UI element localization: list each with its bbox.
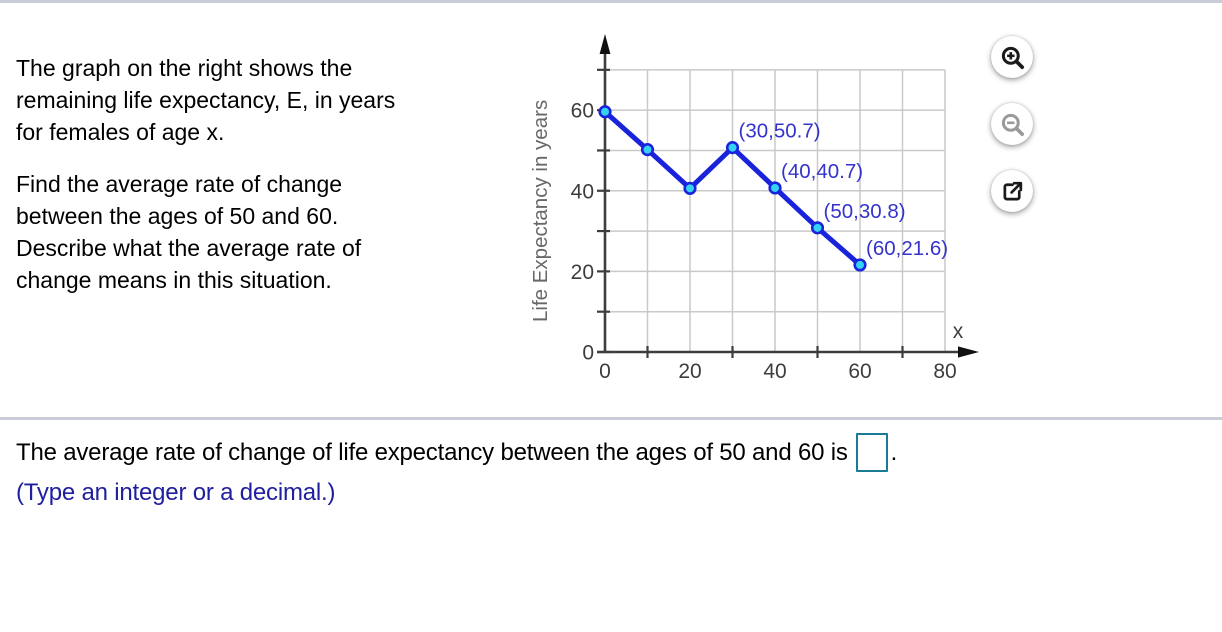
data-point-label: (40,40.7) xyxy=(781,160,863,183)
data-point-marker xyxy=(853,258,867,272)
y-axis-label: Life Expectancy in years xyxy=(530,100,552,322)
data-point-label: (60,21.6) xyxy=(866,237,948,260)
data-point-marker xyxy=(683,181,697,195)
zoom-out-button[interactable] xyxy=(991,103,1033,145)
x-tick-label: 20 xyxy=(678,360,701,383)
problem-paragraph-1: The graph on the right shows the remainin… xyxy=(16,52,486,148)
answer-statement: The average rate of change of life expec… xyxy=(16,438,848,466)
answer-section: The average rate of change of life expec… xyxy=(16,433,897,507)
problem-text-line: Describe what the average rate of xyxy=(16,235,362,261)
data-point-marker xyxy=(768,181,782,195)
y-tick-label: 0 xyxy=(582,342,594,365)
y-tick-label: 20 xyxy=(571,261,594,284)
magnifier-plus-icon xyxy=(1001,46,1024,69)
problem-text-line: remaining life expectancy, E, in years xyxy=(16,87,396,113)
data-point-marker xyxy=(725,141,740,155)
data-point-label: (30,50.7) xyxy=(739,120,821,143)
problem-text-line: The graph on the right shows the xyxy=(16,55,353,81)
zoom-in-button[interactable] xyxy=(991,36,1033,78)
x-tick-label: 40 xyxy=(763,360,786,383)
problem-statement: The graph on the right shows the remainin… xyxy=(16,52,486,296)
y-tick-label: 60 xyxy=(571,100,594,123)
x-axis-label: x xyxy=(953,320,964,343)
data-point-label: (50,30.8) xyxy=(824,200,906,223)
section-divider xyxy=(0,417,1222,420)
problem-text-line: change means in this situation. xyxy=(16,267,332,293)
life-expectancy-chart-svg: 0 20 40 60 80 0 20 40 60 x Life Expectancy in year… xyxy=(529,34,979,383)
graph-toolbar xyxy=(991,36,1033,212)
data-point-marker xyxy=(640,143,655,157)
problem-paragraph-2: Find the average rate of change between t… xyxy=(16,168,486,296)
x-tick-label: 0 xyxy=(599,360,611,383)
life-expectancy-graph: 0 20 40 60 80 0 20 40 60 x Life Expectancy in year… xyxy=(529,20,1000,410)
data-point-marker xyxy=(598,105,612,119)
answer-input[interactable] xyxy=(855,433,888,472)
y-tick-label: 40 xyxy=(571,180,594,203)
top-border xyxy=(0,0,1222,3)
answer-format-hint: (Type an integer or a decimal.) xyxy=(16,479,336,506)
problem-text-line: between the ages of 50 and 60. xyxy=(16,203,339,229)
x-axis-arrowhead xyxy=(958,346,979,358)
external-link-icon xyxy=(1003,181,1022,200)
data-point-marker xyxy=(810,221,825,235)
x-tick-label: 60 xyxy=(848,360,871,383)
problem-text-line: for females of age x. xyxy=(16,119,225,145)
answer-period: . xyxy=(890,438,898,466)
x-tick-label: 80 xyxy=(933,360,956,383)
y-axis-arrowhead xyxy=(599,34,611,54)
magnifier-minus-icon xyxy=(1001,113,1024,136)
problem-text-line: Find the average rate of change xyxy=(16,171,343,197)
open-in-new-window-button[interactable] xyxy=(991,170,1033,212)
